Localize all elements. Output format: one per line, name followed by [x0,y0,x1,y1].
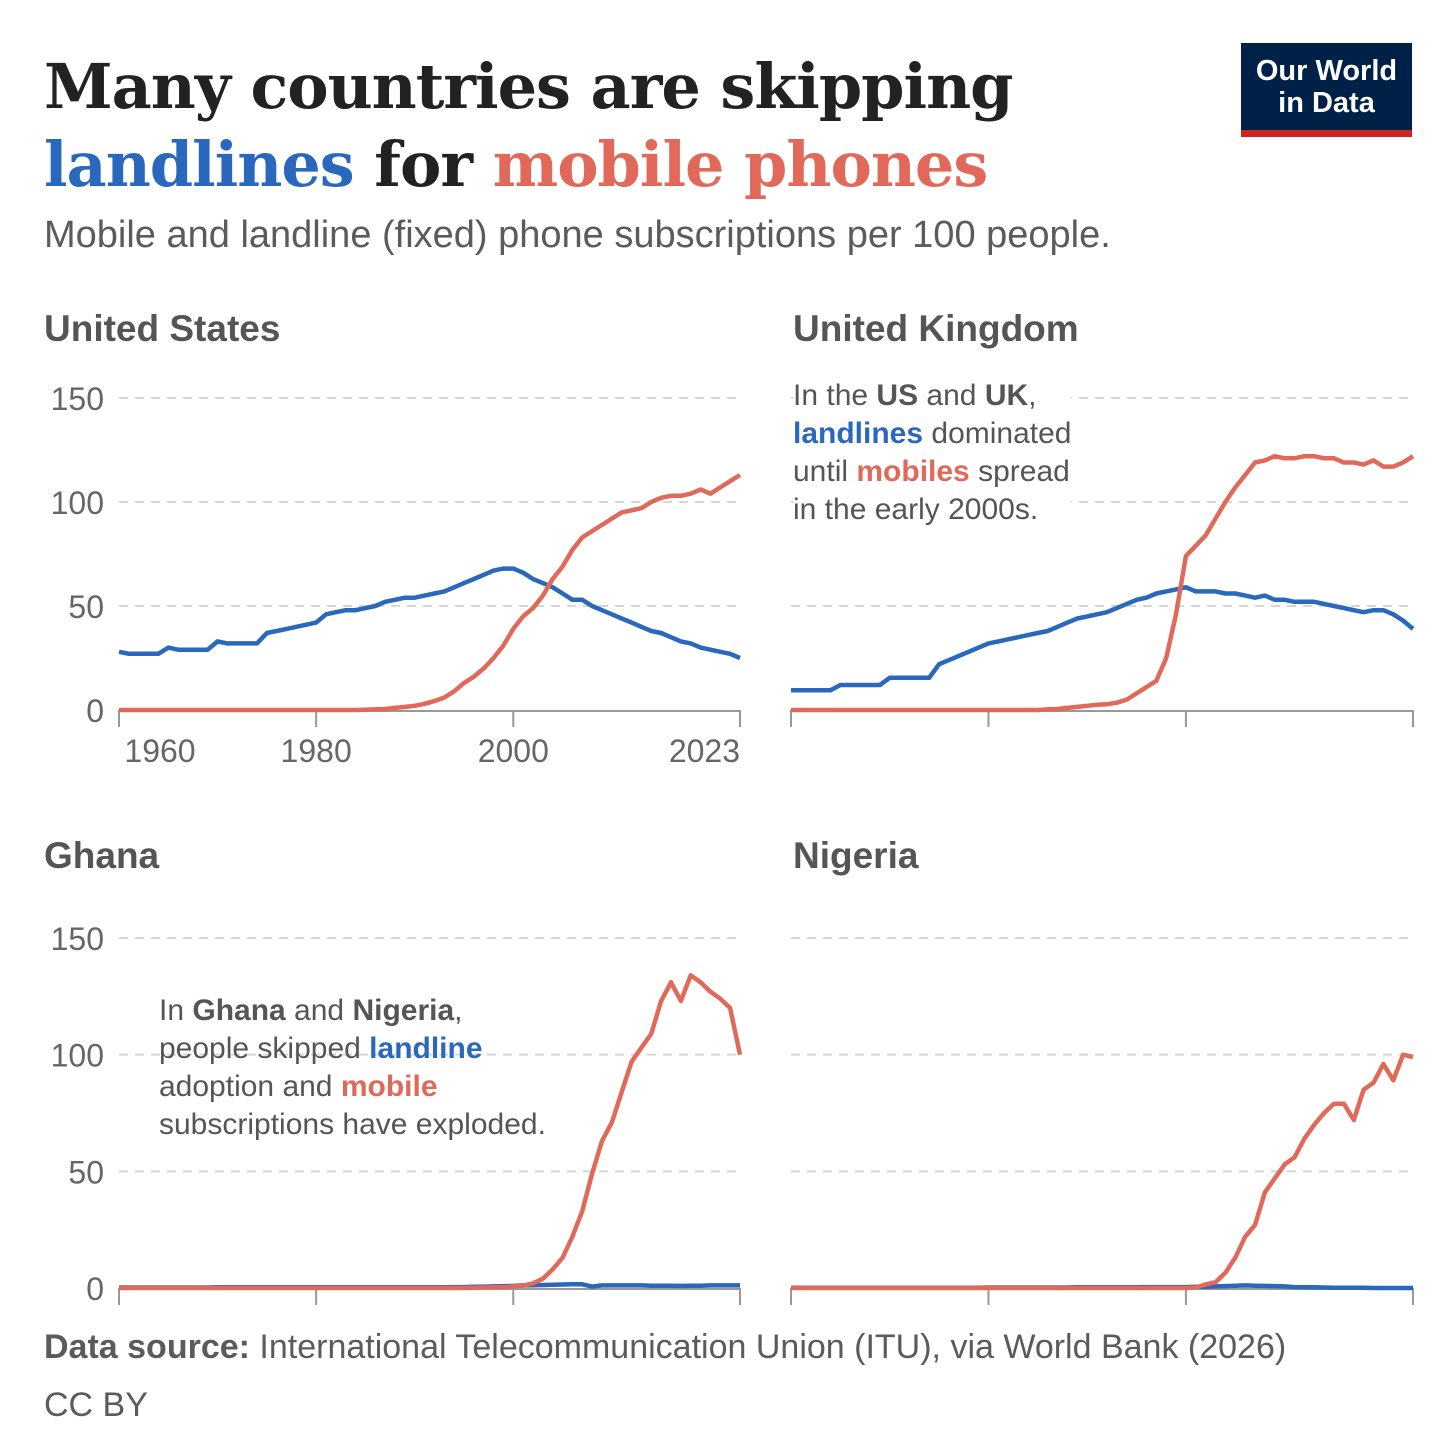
annotation-us-uk: In the US and UK, landlines dominated unti… [793,377,1072,529]
y-tick-label: 100 [51,485,104,521]
annotation-segment: and [918,379,985,412]
annotation-segment: and [285,994,353,1027]
title-line-2: landlines for mobile phones [44,126,1013,204]
y-tick-label: 100 [51,1038,104,1074]
logo-line-2: in Data [1278,87,1375,119]
annotation-segment: dominated [923,417,1072,450]
y-tick-label: 0 [86,1271,104,1307]
x-tick-label: 2000 [478,733,549,769]
title-for: for [374,128,473,201]
panel-title-us: United States [44,308,281,349]
mobile-series-line [791,1052,1414,1291]
annotation-segment: Ghana [192,994,286,1027]
annotation-segment: In the [793,379,877,412]
annotation-segment: UK [984,379,1029,412]
license[interactable]: CC BY [44,1386,148,1424]
y-tick-label: 0 [86,693,104,729]
annotation-segment: landline [369,1032,483,1065]
panel-title-ghana: Ghana [44,835,160,876]
title-landlines: landlines [44,128,355,201]
y-tick-label: 50 [68,589,104,625]
annotation-segment: mobile [340,1070,438,1103]
x-tick-label: 1980 [281,733,352,769]
annotation-segment: until [793,455,857,488]
title-mobile: mobile phones [492,128,989,201]
source-label: Data source: [44,1328,250,1366]
chart-subtitle: Mobile and landline (fixed) phone subscr… [44,214,1111,256]
mobile-series-line [791,453,1415,713]
mobile-series-line [119,473,742,713]
annotation-segment: subscriptions have exploded. [159,1108,546,1141]
data-source: Data source: International Telecommunica… [44,1328,1286,1367]
y-tick-label: 150 [51,381,104,417]
annotation-segment: in the early 2000s. [793,493,1039,526]
annotation-segment: , [454,994,463,1027]
mobile-series-line [119,973,743,1291]
panel-title-uk: United Kingdom [793,308,1079,349]
x-tick-label: 1960 [124,733,195,769]
landline-series-line [791,585,1415,693]
landline-series-line [118,566,741,661]
title-line-1: Many countries are skipping [44,50,1014,123]
panel-title-nigeria: Nigeria [793,835,919,876]
annotation-segment: people skipped [159,1032,370,1065]
annotation-segment: Nigeria [352,994,455,1027]
owid-logo[interactable]: Our World in Data [1241,43,1412,137]
annotation-segment: , [1028,379,1037,412]
x-tick-label: 2023 [669,733,740,769]
annotation-segment: adoption and [159,1070,341,1103]
y-tick-label: 50 [68,1154,104,1190]
annotation-segment: spread [969,455,1070,488]
y-tick-label: 150 [51,921,104,957]
chart-title: Many countries are skipping landlines fo… [44,48,1014,204]
source-text: International Telecommunication Union (I… [249,1328,1287,1366]
annotation-segment: mobiles [856,455,970,488]
logo-line-1: Our World [1255,55,1398,87]
annotation-segment: US [876,379,919,412]
annotation-ghana-nigeria: In Ghana and Nigeria, people skipped land… [159,992,546,1144]
annotation-segment: In [159,994,193,1027]
annotation-segment: landlines [793,417,924,450]
